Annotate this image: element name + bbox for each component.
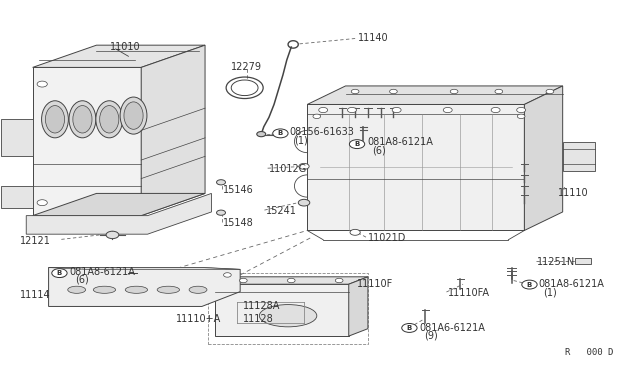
Circle shape bbox=[313, 114, 321, 119]
Circle shape bbox=[298, 199, 310, 206]
Circle shape bbox=[319, 108, 328, 113]
Text: (1): (1) bbox=[543, 287, 557, 297]
Ellipse shape bbox=[120, 97, 147, 134]
Circle shape bbox=[58, 273, 65, 277]
Text: 11110FA: 11110FA bbox=[448, 288, 490, 298]
Ellipse shape bbox=[93, 286, 116, 294]
Polygon shape bbox=[33, 45, 205, 67]
Polygon shape bbox=[214, 277, 368, 284]
Text: B: B bbox=[57, 270, 62, 276]
Circle shape bbox=[546, 89, 554, 94]
Circle shape bbox=[522, 280, 537, 289]
Ellipse shape bbox=[259, 305, 317, 327]
Ellipse shape bbox=[42, 101, 68, 138]
Circle shape bbox=[37, 200, 47, 206]
Ellipse shape bbox=[124, 102, 143, 129]
Circle shape bbox=[287, 278, 295, 283]
Circle shape bbox=[239, 278, 247, 283]
Text: 11128A: 11128A bbox=[243, 301, 281, 311]
Text: 11010: 11010 bbox=[110, 42, 141, 52]
Circle shape bbox=[392, 108, 401, 113]
Text: 11110F: 11110F bbox=[357, 279, 394, 289]
Circle shape bbox=[495, 89, 502, 94]
Text: (6): (6) bbox=[75, 275, 88, 284]
Text: B: B bbox=[407, 325, 412, 331]
Text: 11110: 11110 bbox=[557, 188, 588, 198]
Polygon shape bbox=[307, 105, 524, 231]
Circle shape bbox=[257, 132, 266, 137]
Text: 081A8-6121A: 081A8-6121A bbox=[538, 279, 604, 289]
Circle shape bbox=[216, 180, 225, 185]
Circle shape bbox=[402, 324, 417, 333]
Polygon shape bbox=[214, 284, 349, 336]
Circle shape bbox=[349, 140, 365, 148]
Circle shape bbox=[106, 231, 119, 238]
Text: 15146: 15146 bbox=[223, 186, 253, 195]
Ellipse shape bbox=[45, 106, 65, 133]
Text: (1): (1) bbox=[294, 136, 308, 146]
Text: 11128: 11128 bbox=[243, 314, 274, 324]
Text: B: B bbox=[527, 282, 532, 288]
Text: 08156-61633: 08156-61633 bbox=[289, 127, 354, 137]
Polygon shape bbox=[349, 277, 368, 336]
Circle shape bbox=[37, 81, 47, 87]
Text: 12279: 12279 bbox=[231, 62, 262, 73]
Circle shape bbox=[348, 108, 356, 113]
Circle shape bbox=[273, 129, 288, 138]
Polygon shape bbox=[307, 86, 563, 105]
Polygon shape bbox=[575, 258, 591, 264]
Text: 15148: 15148 bbox=[223, 218, 253, 228]
Text: 11114: 11114 bbox=[20, 290, 51, 300]
Text: 11021D: 11021D bbox=[368, 233, 406, 243]
Circle shape bbox=[52, 269, 67, 278]
Circle shape bbox=[299, 163, 309, 169]
Text: 11251N: 11251N bbox=[537, 257, 575, 267]
Polygon shape bbox=[33, 67, 141, 216]
Ellipse shape bbox=[189, 286, 207, 294]
Polygon shape bbox=[49, 267, 240, 307]
Text: 11140: 11140 bbox=[358, 33, 389, 43]
Text: 081A8-6121A: 081A8-6121A bbox=[367, 137, 433, 147]
Text: B: B bbox=[278, 130, 283, 137]
Circle shape bbox=[350, 230, 360, 235]
Circle shape bbox=[451, 89, 458, 94]
Text: R   000 D: R 000 D bbox=[565, 348, 614, 357]
Text: B: B bbox=[355, 141, 360, 147]
Circle shape bbox=[516, 108, 525, 113]
Circle shape bbox=[351, 89, 359, 94]
Text: 11012G: 11012G bbox=[269, 164, 307, 174]
Text: (9): (9) bbox=[424, 330, 438, 340]
Polygon shape bbox=[563, 141, 595, 171]
Text: 081A8-6121A: 081A8-6121A bbox=[70, 267, 136, 277]
Polygon shape bbox=[33, 193, 205, 216]
Text: 11110+A: 11110+A bbox=[176, 314, 221, 324]
Polygon shape bbox=[141, 45, 205, 216]
Ellipse shape bbox=[100, 106, 119, 133]
Polygon shape bbox=[524, 86, 563, 231]
Circle shape bbox=[216, 210, 225, 215]
Circle shape bbox=[444, 108, 452, 113]
Ellipse shape bbox=[157, 286, 179, 294]
Text: 081A6-6121A: 081A6-6121A bbox=[419, 323, 485, 333]
Text: (6): (6) bbox=[372, 145, 386, 155]
Circle shape bbox=[390, 89, 397, 94]
Ellipse shape bbox=[125, 286, 148, 294]
Ellipse shape bbox=[96, 101, 123, 138]
Ellipse shape bbox=[69, 101, 96, 138]
Text: 12121: 12121 bbox=[20, 236, 51, 246]
Polygon shape bbox=[1, 119, 33, 156]
Text: 15241: 15241 bbox=[266, 206, 296, 216]
Polygon shape bbox=[49, 267, 240, 269]
Circle shape bbox=[223, 273, 231, 277]
Circle shape bbox=[335, 278, 343, 283]
Circle shape bbox=[517, 114, 525, 119]
Ellipse shape bbox=[73, 106, 92, 133]
Ellipse shape bbox=[68, 286, 86, 294]
Circle shape bbox=[491, 108, 500, 113]
Polygon shape bbox=[26, 193, 211, 234]
Polygon shape bbox=[1, 186, 33, 208]
